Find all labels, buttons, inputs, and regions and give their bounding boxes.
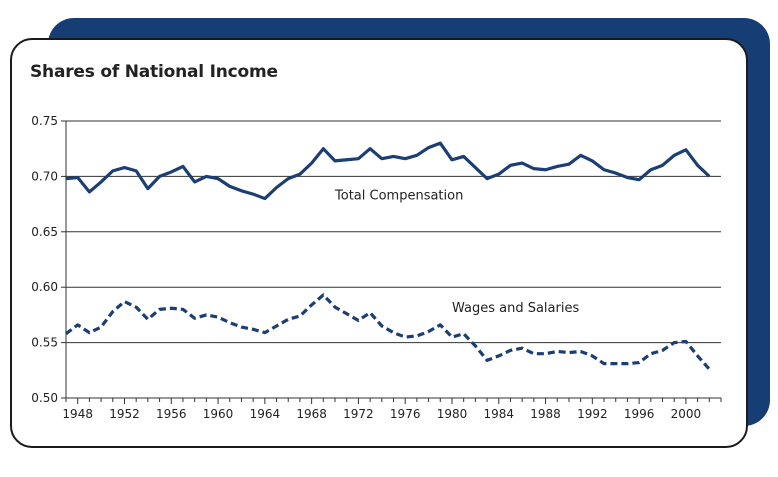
x-tick-label: 1968 (296, 407, 327, 421)
x-tick-label: 1964 (250, 407, 281, 421)
y-tick-label: 0.75 (31, 114, 58, 128)
chart-panel (10, 38, 748, 448)
y-tick-label: 0.70 (31, 169, 58, 183)
x-tick-label: 1952 (109, 407, 140, 421)
x-tick-label: 1980 (437, 407, 468, 421)
total-compensation-line (65, 141, 711, 201)
x-tick-label: 1948 (62, 407, 93, 421)
x-tick-label: 1960 (203, 407, 234, 421)
series-label: Total Compensation (334, 189, 463, 204)
x-tick-label: 1972 (343, 407, 374, 421)
x-tick-label: 1976 (390, 407, 421, 421)
x-tick-label: 1996 (624, 407, 655, 421)
x-tick-label: 1988 (530, 407, 561, 421)
x-tick-label: 1956 (156, 407, 187, 421)
wages-and-salaries-line (65, 293, 711, 371)
y-tick-label: 0.65 (31, 225, 58, 239)
series-label: Wages and Salaries (452, 301, 579, 316)
y-tick-label: 0.60 (31, 280, 58, 294)
x-tick-label: 1984 (483, 407, 514, 421)
x-tick-label: 1992 (577, 407, 608, 421)
y-tick-label: 0.50 (31, 391, 58, 405)
x-tick-label: 2000 (671, 407, 702, 421)
chart-title: Shares of National Income (30, 62, 278, 82)
y-tick-label: 0.55 (31, 336, 58, 350)
